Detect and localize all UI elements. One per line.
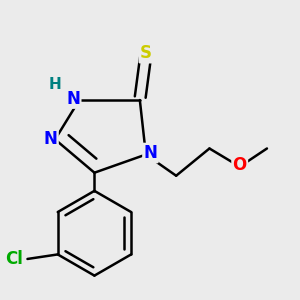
Text: O: O [232, 156, 247, 174]
Text: H: H [49, 77, 62, 92]
Text: N: N [66, 89, 80, 107]
Text: N: N [143, 144, 158, 162]
Text: N: N [44, 130, 58, 148]
Text: S: S [140, 44, 152, 62]
Text: Cl: Cl [5, 250, 23, 268]
